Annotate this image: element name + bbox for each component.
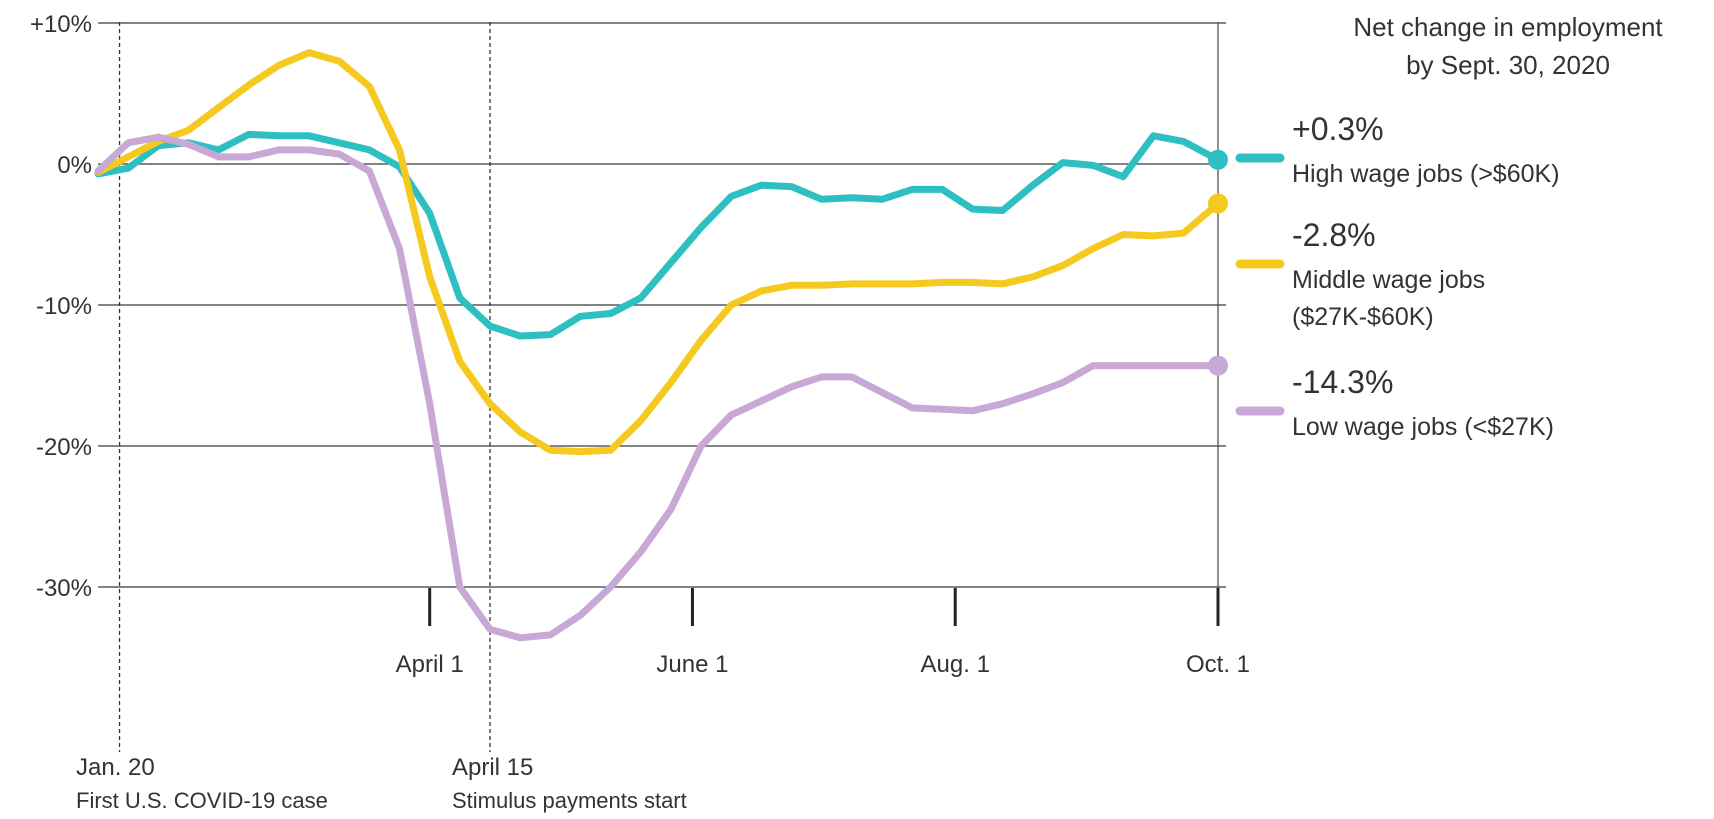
event-date-label: April 15 xyxy=(452,754,533,781)
event-description: Stimulus payments start xyxy=(452,788,687,813)
x-tick-label: Aug. 1 xyxy=(921,651,990,678)
legend-label: Middle wage jobs xyxy=(1292,266,1485,294)
x-tick-label: June 1 xyxy=(656,651,728,678)
legend-value: +0.3% xyxy=(1292,111,1384,147)
series-end-dot xyxy=(1208,149,1228,170)
x-tick-label: Oct. 1 xyxy=(1186,651,1250,678)
legend-label: High wage jobs (>$60K) xyxy=(1292,160,1560,188)
legend-label: Low wage jobs (<$27K) xyxy=(1292,413,1554,441)
series-end-dot xyxy=(1208,193,1228,214)
event-date-label: Jan. 20 xyxy=(76,754,155,781)
series-end-dot xyxy=(1208,355,1228,376)
legend-title: Net change in employment xyxy=(1353,12,1663,42)
legend-value: -2.8% xyxy=(1292,217,1376,253)
x-tick-label: April 1 xyxy=(396,651,464,678)
series-line xyxy=(94,133,1222,642)
legend-value: -14.3% xyxy=(1292,364,1393,400)
y-tick-label: -20% xyxy=(36,434,92,461)
y-tick-label: 0% xyxy=(57,152,92,179)
legend-label: ($27K-$60K) xyxy=(1292,303,1434,331)
series-line xyxy=(94,130,1222,340)
legend-title: by Sept. 30, 2020 xyxy=(1406,50,1610,80)
series-line xyxy=(94,49,1222,456)
event-description: First U.S. COVID-19 case xyxy=(76,788,328,813)
y-tick-label: -30% xyxy=(36,575,92,602)
y-tick-label: +10% xyxy=(30,11,92,38)
y-tick-label: -10% xyxy=(36,293,92,320)
